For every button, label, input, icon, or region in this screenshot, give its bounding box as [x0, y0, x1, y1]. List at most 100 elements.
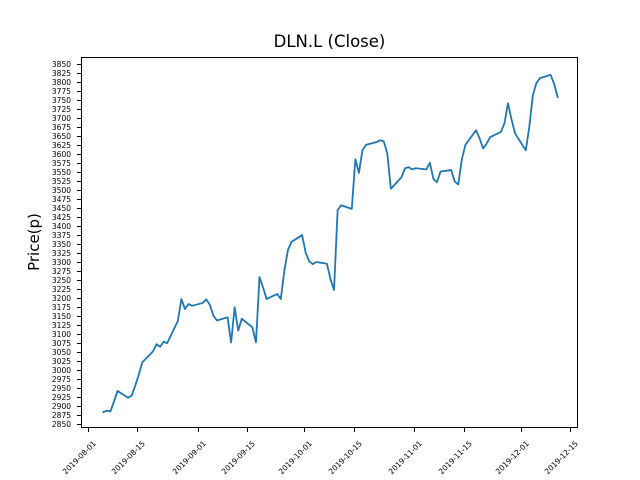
y-tick-label: 2900 [51, 401, 71, 411]
y-tick-mark [77, 288, 81, 290]
y-tick-mark [77, 145, 81, 147]
y-tick-label: 3350 [51, 239, 71, 249]
x-tick-label: 2019-10-15 [326, 439, 364, 477]
y-tick-label: 3300 [51, 257, 71, 267]
y-tick-label: 2950 [51, 383, 71, 393]
y-tick-mark [77, 217, 81, 219]
y-tick-mark [77, 396, 81, 398]
y-tick-label: 3700 [51, 114, 71, 124]
y-tick-label: 3425 [51, 213, 71, 223]
y-tick-mark [77, 64, 81, 66]
y-tick-label: 3050 [51, 347, 71, 357]
x-tick-label: 2019-10-01 [276, 439, 315, 477]
y-tick-mark [77, 73, 81, 75]
x-tick-mark [137, 428, 139, 432]
y-tick-mark [77, 297, 81, 299]
x-tick-mark [247, 428, 249, 432]
y-tick-label: 3750 [51, 96, 71, 106]
y-tick-mark [77, 414, 81, 416]
close-price-line [102, 73, 559, 414]
x-tick-mark [520, 428, 522, 432]
y-tick-mark [77, 270, 81, 272]
y-tick-mark [77, 109, 81, 111]
y-tick-label: 3650 [51, 132, 71, 142]
plot-area [81, 57, 578, 428]
y-tick-mark [77, 226, 81, 228]
y-tick-label: 2925 [51, 392, 71, 402]
y-tick-label: 2850 [51, 419, 71, 429]
y-tick-label: 2975 [51, 374, 71, 384]
y-tick-mark [77, 243, 81, 245]
x-tick-label: 2019-11-01 [386, 439, 425, 477]
y-tick-label: 3675 [51, 123, 71, 133]
y-tick-label: 3175 [51, 302, 71, 312]
y-tick-mark [77, 208, 81, 210]
y-tick-label: 3725 [51, 105, 71, 115]
y-tick-mark [77, 405, 81, 407]
y-tick-label: 3325 [51, 248, 71, 258]
y-tick-mark [77, 163, 81, 165]
y-tick-mark [77, 136, 81, 138]
y-tick-label: 3275 [51, 266, 71, 276]
y-tick-mark [77, 342, 81, 344]
y-tick-label: 3450 [51, 204, 71, 214]
y-tick-mark [77, 261, 81, 263]
price-line-chart [102, 73, 559, 414]
y-tick-mark [77, 154, 81, 156]
y-tick-label: 3400 [51, 222, 71, 232]
y-tick-label: 3100 [51, 329, 71, 339]
y-tick-mark [77, 306, 81, 308]
y-tick-mark [77, 378, 81, 380]
y-tick-mark [77, 199, 81, 201]
y-tick-label: 3225 [51, 284, 71, 294]
y-tick-mark [77, 387, 81, 389]
x-tick-mark [463, 428, 465, 432]
y-tick-mark [77, 91, 81, 93]
y-tick-label: 3825 [51, 69, 71, 79]
y-tick-mark [77, 100, 81, 102]
x-tick-mark [570, 428, 572, 432]
y-tick-mark [77, 252, 81, 254]
y-tick-mark [77, 181, 81, 183]
x-tick-label: 2019-09-15 [220, 439, 258, 477]
x-tick-mark [414, 428, 416, 432]
y-tick-mark [77, 279, 81, 281]
x-tick-label: 2019-12-01 [493, 439, 531, 477]
y-tick-label: 3025 [51, 356, 71, 366]
y-tick-label: 3525 [51, 177, 71, 187]
x-tick-mark [197, 428, 199, 432]
y-tick-label: 3125 [51, 320, 71, 330]
y-tick-label: 3550 [51, 168, 71, 178]
y-tick-mark [77, 423, 81, 425]
y-tick-label: 3800 [51, 78, 71, 88]
y-tick-label: 3775 [51, 87, 71, 97]
y-tick-label: 3250 [51, 275, 71, 285]
y-tick-mark [77, 127, 81, 129]
y-tick-label: 3200 [51, 293, 71, 303]
chart-title: DLN.L (Close) [273, 32, 386, 51]
x-tick-label: 2019-09-01 [170, 439, 208, 477]
y-tick-label: 3575 [51, 159, 71, 169]
y-tick-mark [77, 315, 81, 317]
y-tick-label: 3475 [51, 195, 71, 205]
x-tick-label: 2019-11-15 [436, 439, 474, 477]
y-tick-label: 3075 [51, 338, 71, 348]
y-tick-mark [77, 234, 81, 236]
x-tick-label: 2019-12-15 [543, 439, 581, 477]
x-tick-label: 2019-08-15 [109, 439, 148, 477]
y-tick-label: 3000 [51, 365, 71, 375]
y-tick-mark [77, 360, 81, 362]
y-tick-mark [77, 324, 81, 326]
y-tick-label: 3375 [51, 230, 71, 240]
x-tick-mark [353, 428, 355, 432]
y-tick-label: 3850 [51, 60, 71, 70]
y-tick-mark [77, 118, 81, 120]
x-tick-mark [87, 428, 89, 432]
y-tick-mark [77, 351, 81, 353]
y-tick-label: 2875 [51, 410, 71, 420]
x-tick-label: 2019-08-01 [60, 439, 98, 477]
y-tick-label: 3625 [51, 141, 71, 151]
y-tick-mark [77, 82, 81, 84]
y-tick-label: 3600 [51, 150, 71, 160]
